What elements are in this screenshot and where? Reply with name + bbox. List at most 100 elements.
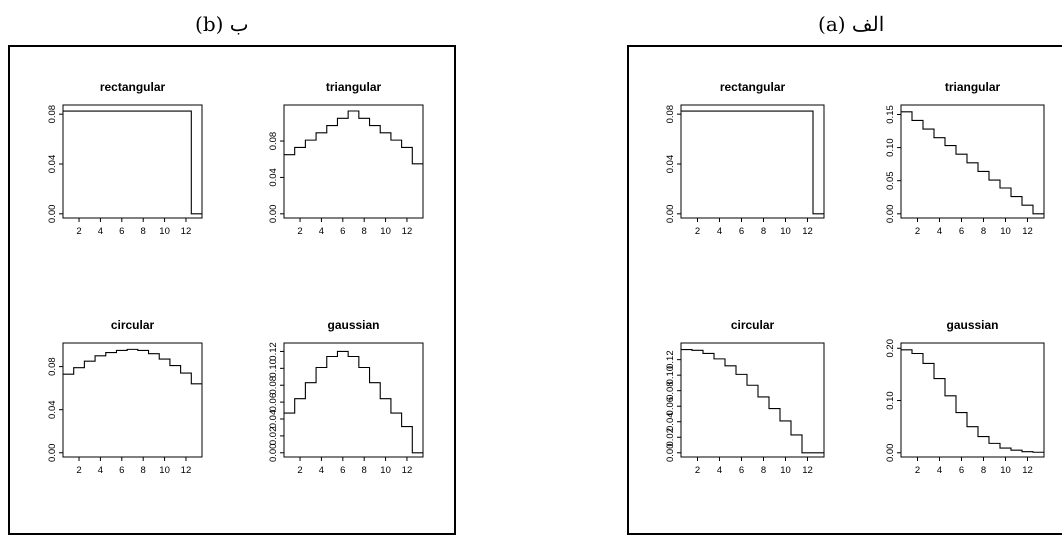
plot-frame bbox=[680, 104, 825, 219]
plot-b-triangular: triangular 2 4 6 8 10 12 0.00 0.04 0.08 bbox=[268, 80, 424, 237]
x-tick-label: 2 bbox=[76, 465, 81, 476]
x-tick-label: 10 bbox=[380, 226, 391, 237]
x-tick-label: 12 bbox=[1022, 226, 1033, 237]
plot-a-rectangular: rectangular 2 4 6 8 10 12 0.00 0.04 0.08 bbox=[665, 80, 825, 237]
x-tick-label: 6 bbox=[739, 226, 744, 237]
x-tick-label: 4 bbox=[319, 226, 324, 237]
plot-title: gaussian bbox=[327, 318, 379, 332]
step-series bbox=[681, 349, 824, 454]
x-tick-label: 10 bbox=[380, 465, 391, 476]
plot-title: triangular bbox=[326, 80, 382, 94]
x-tick-label: 2 bbox=[76, 226, 81, 237]
panel-b bbox=[8, 45, 456, 535]
x-tick-label: 10 bbox=[780, 226, 791, 237]
x-tick-label: 10 bbox=[1000, 465, 1011, 476]
x-tick-label: 4 bbox=[319, 465, 324, 476]
x-tick-label: 8 bbox=[981, 465, 986, 476]
plot-title: gaussian bbox=[946, 318, 998, 332]
x-tick-label: 10 bbox=[159, 465, 170, 476]
x-tick-label: 12 bbox=[802, 226, 813, 237]
y-tick-label: 0.00 bbox=[665, 205, 676, 224]
x-tick-label: 12 bbox=[181, 226, 192, 237]
x-tick-label: 4 bbox=[717, 465, 722, 476]
x-tick-label: 2 bbox=[297, 226, 302, 237]
y-tick-label: 0.00 bbox=[665, 444, 676, 463]
plot-b-rectangular: rectangular 2 4 6 8 10 12 0.00 0.04 0.08 bbox=[47, 80, 203, 237]
y-tick-label: 0.04 bbox=[47, 400, 58, 419]
x-tick-label: 6 bbox=[959, 226, 964, 237]
x-tick-label: 2 bbox=[915, 465, 920, 476]
x-tick-label: 4 bbox=[937, 465, 942, 476]
x-tick-label: 2 bbox=[695, 226, 700, 237]
y-tick-label: 0.10 bbox=[885, 391, 896, 410]
y-tick-label: 0.04 bbox=[268, 410, 279, 429]
x-tick-label: 8 bbox=[362, 226, 367, 237]
x-tick-label: 6 bbox=[739, 465, 744, 476]
caption-left: ب (b) bbox=[195, 12, 249, 36]
plot-frame bbox=[283, 104, 424, 219]
x-tick-label: 6 bbox=[119, 465, 124, 476]
y-tick-label: 0.04 bbox=[665, 155, 676, 174]
y-tick-label: 0.00 bbox=[885, 444, 896, 463]
plot-frame bbox=[680, 342, 825, 458]
plot-title: rectangular bbox=[100, 80, 166, 94]
x-tick-label: 8 bbox=[761, 465, 766, 476]
y-tick-label: 0.00 bbox=[885, 205, 896, 224]
plot-title: circular bbox=[731, 318, 775, 332]
y-tick-label: 0.02 bbox=[268, 427, 279, 446]
step-series bbox=[284, 110, 423, 165]
plot-frame bbox=[900, 342, 1045, 458]
x-tick-label: 12 bbox=[1022, 465, 1033, 476]
x-tick-label: 4 bbox=[98, 465, 103, 476]
y-tick-label: 0.06 bbox=[665, 397, 676, 416]
plot-frame bbox=[62, 342, 203, 458]
x-tick-label: 10 bbox=[780, 465, 791, 476]
y-tick-label: 0.02 bbox=[665, 428, 676, 447]
x-tick-label: 8 bbox=[141, 465, 146, 476]
x-tick-label: 2 bbox=[695, 465, 700, 476]
x-tick-label: 2 bbox=[297, 465, 302, 476]
y-tick-label: 0.10 bbox=[268, 359, 279, 378]
x-tick-label: 6 bbox=[340, 226, 345, 237]
plot-title: triangular bbox=[945, 80, 1001, 94]
y-tick-label: 0.04 bbox=[665, 412, 676, 431]
x-tick-label: 6 bbox=[340, 465, 345, 476]
plot-frame bbox=[283, 342, 424, 458]
y-tick-label: 0.00 bbox=[268, 205, 279, 224]
plot-frame bbox=[900, 104, 1045, 219]
panel-a bbox=[627, 45, 1062, 535]
x-tick-label: 12 bbox=[802, 465, 813, 476]
plot-b-gaussian: gaussian 2 4 6 8 10 12 0.000.020.040.060.080.10… bbox=[268, 318, 424, 476]
y-tick-label: 0.04 bbox=[47, 155, 58, 174]
plot-title: circular bbox=[111, 318, 155, 332]
y-tick-label: 0.12 bbox=[268, 342, 279, 361]
y-tick-label: 0.04 bbox=[268, 168, 279, 187]
x-tick-label: 4 bbox=[717, 226, 722, 237]
y-tick-label: 0.00 bbox=[47, 444, 58, 463]
plot-a-gaussian: gaussian 2 4 6 8 10 12 0.00 0.10 0.20 bbox=[885, 318, 1045, 476]
y-tick-label: 0.00 bbox=[268, 444, 279, 463]
x-tick-label: 6 bbox=[959, 465, 964, 476]
y-tick-label: 0.08 bbox=[47, 105, 58, 124]
x-tick-label: 8 bbox=[981, 226, 986, 237]
y-tick-label: 0.10 bbox=[885, 138, 896, 157]
step-series bbox=[284, 350, 423, 454]
y-tick-label: 0.15 bbox=[885, 105, 896, 124]
plot-a-triangular: triangular 2 4 6 8 10 12 0.00 0.05 0.10 0.15 bbox=[885, 80, 1045, 237]
x-tick-label: 8 bbox=[362, 465, 367, 476]
caption-right: الف (a) bbox=[818, 12, 885, 36]
x-tick-label: 4 bbox=[98, 226, 103, 237]
y-tick-label: 0.12 bbox=[665, 350, 676, 369]
y-tick-label: 0.08 bbox=[47, 357, 58, 376]
x-tick-label: 8 bbox=[761, 226, 766, 237]
y-tick-label: 0.00 bbox=[47, 205, 58, 224]
x-tick-label: 6 bbox=[119, 226, 124, 237]
step-series bbox=[681, 110, 824, 215]
y-tick-label: 0.08 bbox=[665, 105, 676, 124]
y-tick-label: 0.08 bbox=[268, 376, 279, 395]
x-tick-label: 2 bbox=[915, 226, 920, 237]
y-tick-label: 0.10 bbox=[665, 366, 676, 385]
plot-title: rectangular bbox=[720, 80, 786, 94]
x-tick-label: 8 bbox=[141, 226, 146, 237]
plot-a-circular: circular 2 4 6 8 10 12 0.000.020.040.060.080.10… bbox=[665, 318, 825, 476]
